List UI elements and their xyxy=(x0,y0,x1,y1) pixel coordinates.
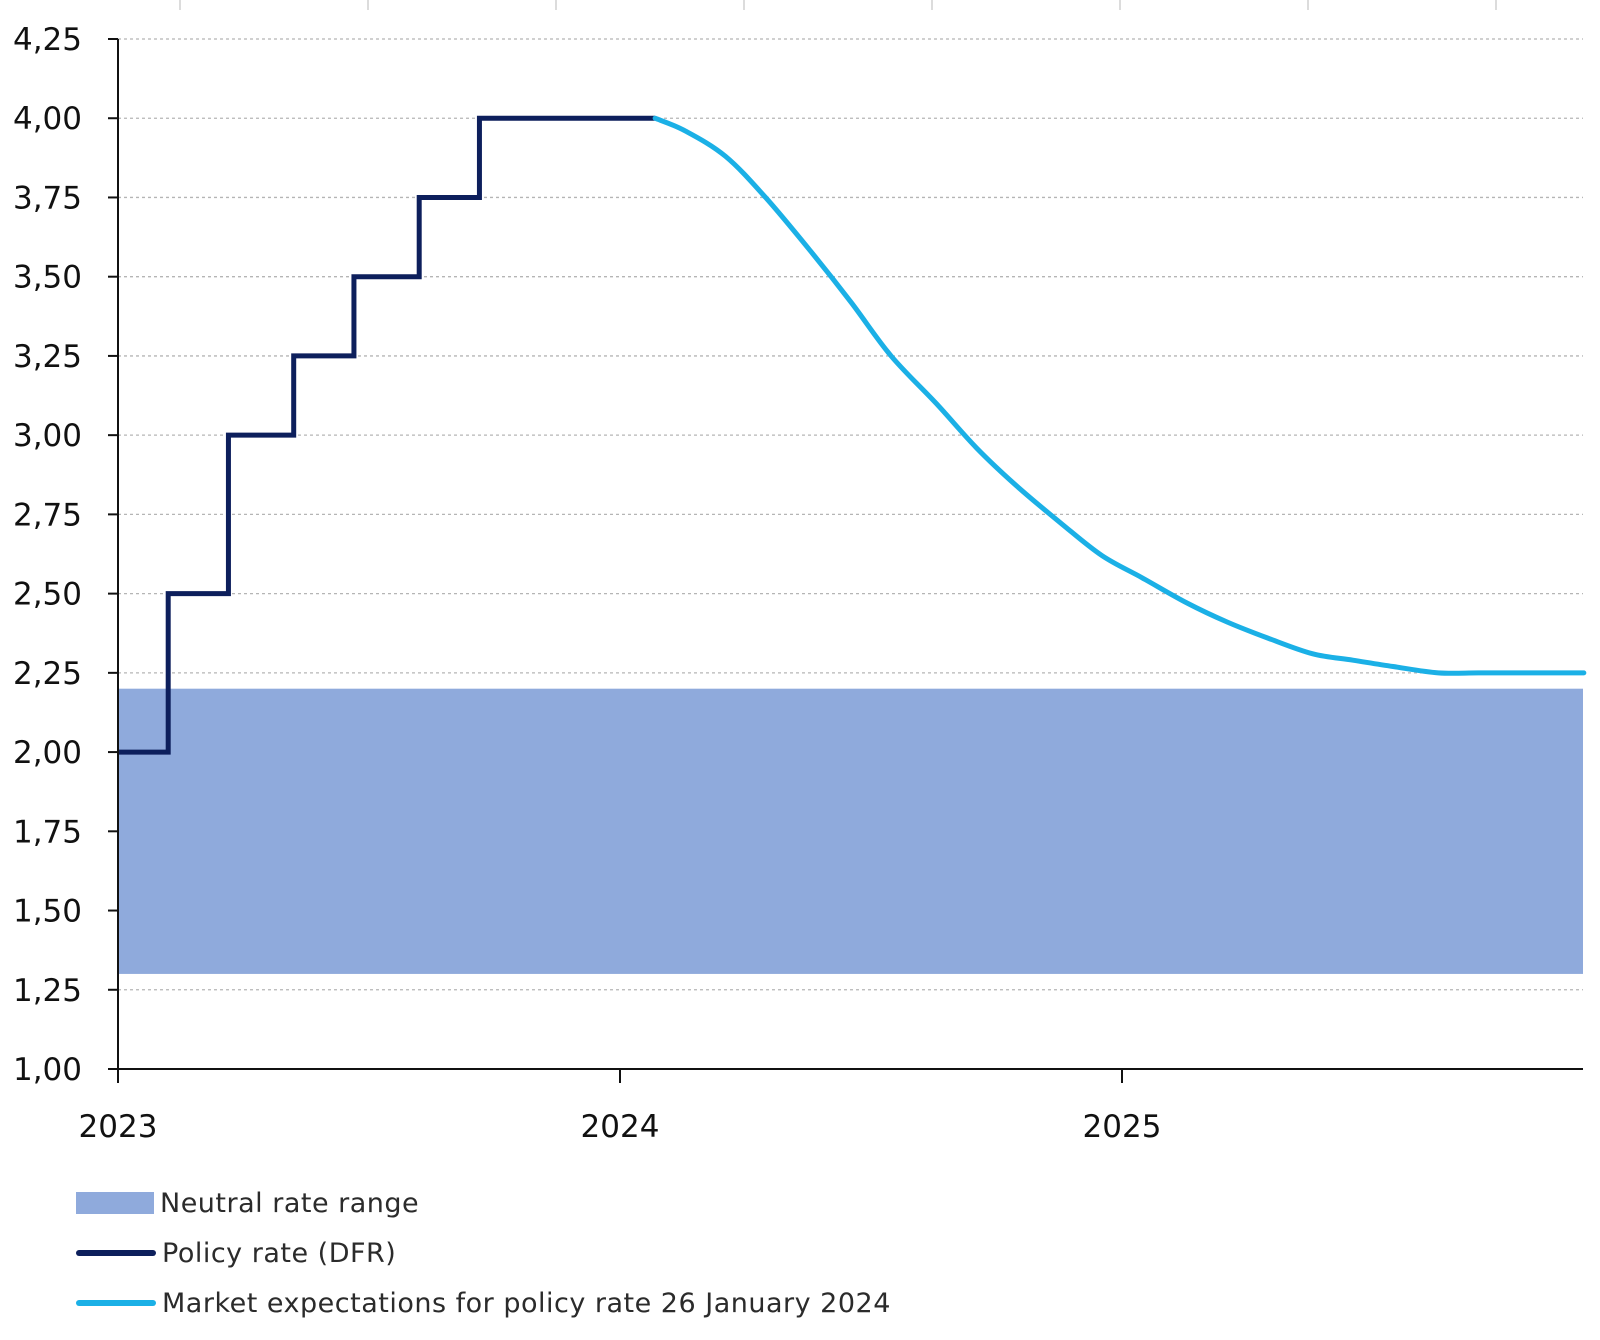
y-tick-label: 1,25 xyxy=(13,973,82,1009)
legend-label-market-expectations: Market expectations for policy rate 26 J… xyxy=(162,1287,891,1319)
x-tick-label: 2023 xyxy=(79,1109,158,1145)
y-tick-label: 3,00 xyxy=(13,418,82,454)
y-tick-label: 2,25 xyxy=(13,656,82,692)
y-tick-label: 2,75 xyxy=(13,497,82,533)
tick-labels: 1,00 1,25 1,50 1,75 2,00 2,25 2,50 2,75 3,00 3,25… xyxy=(13,22,1161,1145)
legend-label-neutral-rate-range: Neutral rate range xyxy=(160,1187,420,1219)
y-tick-label: 4,25 xyxy=(13,22,82,58)
y-tick-label: 4,00 xyxy=(13,101,82,137)
x-tick-label: 2024 xyxy=(581,1109,660,1145)
y-tick-label: 1,75 xyxy=(13,814,82,850)
y-tick-label: 3,25 xyxy=(13,339,82,375)
legend-swatch-policy-rate xyxy=(76,1250,156,1256)
legend-swatch-neutral-rate-range xyxy=(76,1192,154,1214)
legend-swatch-market-expectations xyxy=(76,1300,156,1306)
x-tick-label: 2025 xyxy=(1083,1109,1162,1145)
y-tick-label: 1,00 xyxy=(13,1052,82,1088)
y-tick-label: 2,50 xyxy=(13,577,82,613)
y-tick-label: 3,50 xyxy=(13,260,82,296)
legend-item-market-expectations: Market expectations for policy rate 26 J… xyxy=(76,1278,891,1328)
neutral-rate-band xyxy=(118,688,1583,974)
y-tick-label: 2,00 xyxy=(13,735,82,771)
market-expectations-line xyxy=(652,115,1587,676)
y-tick-label: 3,75 xyxy=(13,180,82,216)
axes xyxy=(108,38,1583,1083)
legend: Neutral rate range Policy rate (DFR) Mar… xyxy=(76,1178,891,1328)
legend-item-policy-rate: Policy rate (DFR) xyxy=(76,1228,891,1278)
y-tick-label: 1,50 xyxy=(13,894,82,930)
rate-chart: 1,00 1,25 1,50 1,75 2,00 2,25 2,50 2,75 3,00 3,25… xyxy=(13,0,1587,1145)
legend-item-neutral-rate-range: Neutral rate range xyxy=(76,1178,891,1228)
legend-label-policy-rate: Policy rate (DFR) xyxy=(162,1237,397,1269)
series-layer xyxy=(118,115,1587,755)
neutral-rate-band-layer xyxy=(118,688,1583,974)
policy-rate-line xyxy=(118,115,656,755)
